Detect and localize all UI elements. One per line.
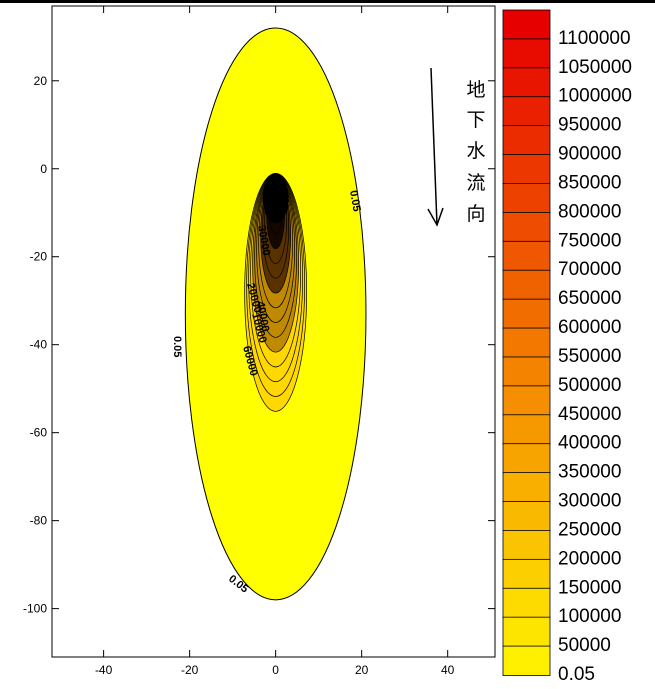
colorbar-level-label: 0.05	[558, 664, 595, 684]
colorbar-level-label: 200000	[558, 548, 621, 569]
colorbar-level-label: 450000	[558, 404, 621, 425]
colorbar-swatch	[502, 67, 551, 98]
colorbar-swatch	[502, 298, 551, 329]
colorbar-level-label: 1050000	[558, 57, 632, 78]
x-tick-label: 0	[272, 663, 279, 677]
colorbar-swatch	[502, 327, 551, 358]
colorbar-level-label: 950000	[558, 115, 621, 136]
colorbar-swatch	[502, 616, 551, 647]
colorbar-level-label: 600000	[558, 317, 621, 338]
y-tick-label: -40	[30, 338, 48, 352]
colorbar-swatch	[502, 240, 551, 272]
x-tick-label: 20	[355, 663, 369, 677]
y-axis-ticks: 20 0 -20 -40 -60 -80 -100	[23, 74, 495, 616]
colorbar-level-label: 350000	[558, 462, 621, 483]
colorbar-level-label: 1100000	[558, 28, 631, 49]
colorbar-level-label: 300000	[558, 491, 621, 512]
contour-label-right: 0.05	[347, 189, 363, 212]
colorbar-swatch	[502, 38, 551, 69]
colorbar: 1100000 1050000 1000000 950000 900000 850000 8…	[502, 9, 632, 685]
colorbar-level-label: 150000	[558, 577, 621, 598]
colorbar-level-label: 850000	[558, 172, 621, 193]
colorbar-swatch	[502, 472, 551, 503]
colorbar-swatch	[502, 356, 551, 387]
colorbar-swatch	[502, 501, 551, 532]
colorbar-swatch	[502, 587, 551, 619]
top-border-bar	[0, 0, 655, 3]
colorbar-level-label: 750000	[558, 230, 621, 251]
y-tick-label: -20	[30, 250, 48, 264]
y-tick-label: 0	[40, 162, 47, 176]
flow-label-char-2: 下	[466, 109, 485, 131]
colorbar-swatch	[502, 211, 551, 243]
colorbar-level-label: 550000	[558, 346, 621, 367]
x-tick-label: 40	[441, 663, 455, 677]
colorbar-level-label: 400000	[558, 433, 621, 454]
colorbar-level-label: 250000	[558, 519, 621, 540]
colorbar-swatch	[502, 645, 551, 676]
plume-core	[262, 173, 289, 224]
colorbar-swatch	[502, 269, 551, 301]
x-tick-label: -40	[95, 663, 113, 677]
colorbar-swatch	[502, 414, 551, 445]
colorbar-level-label: 500000	[558, 375, 621, 396]
colorbar-swatch	[502, 9, 551, 40]
colorbar-swatch	[502, 385, 551, 416]
colorbar-level-label: 800000	[558, 201, 621, 222]
colorbar-swatch	[502, 96, 551, 127]
x-axis-ticks: -40 -20 0 20 40	[95, 6, 455, 677]
contour-label-left: 0.05	[171, 336, 183, 357]
y-tick-label: -60	[30, 426, 48, 440]
colorbar-level-label: 900000	[558, 144, 621, 165]
colorbar-swatch	[502, 154, 551, 185]
inner-contour-lines	[244, 172, 308, 412]
colorbar-swatch	[502, 443, 551, 474]
y-tick-label: 20	[34, 74, 48, 88]
flow-label-char-3: 水	[466, 140, 485, 162]
colorbar-level-label: 700000	[558, 259, 621, 280]
colorbar-level-label: 50000	[558, 635, 611, 656]
colorbar-swatch	[502, 558, 551, 590]
colorbar-level-label: 1000000	[558, 86, 632, 107]
flow-label-char-5: 向	[466, 203, 485, 225]
colorbar-level-label: 650000	[558, 288, 621, 309]
flow-direction-arrow	[427, 67, 444, 227]
colorbar-level-label: 100000	[558, 606, 621, 627]
contour-label-inner-1: 30000	[255, 224, 272, 256]
flow-label-char-1: 地	[466, 79, 485, 101]
flow-label-char-4: 流	[466, 172, 485, 194]
contour-label-inner-2: 40000	[254, 300, 271, 332]
colorbar-swatch	[502, 183, 551, 214]
colorbar-swatch	[502, 125, 551, 156]
y-tick-label: -80	[30, 514, 48, 528]
y-tick-label: -100	[23, 602, 47, 616]
colorbar-swatch	[502, 530, 551, 561]
x-tick-label: -20	[181, 663, 199, 677]
